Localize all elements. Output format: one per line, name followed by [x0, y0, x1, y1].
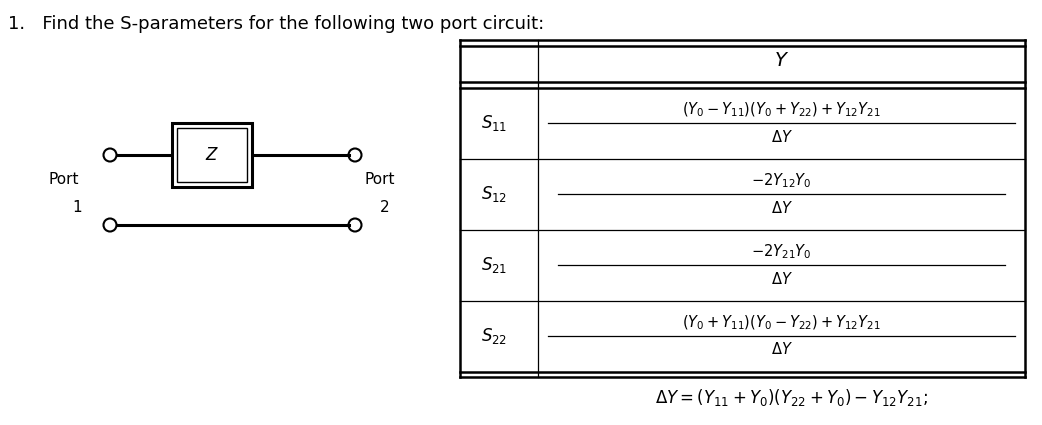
Bar — [172, 123, 252, 187]
Text: $(Y_0 + Y_{11})(Y_0 - Y_{22}) + Y_{12}Y_{21}$: $(Y_0 + Y_{11})(Y_0 - Y_{22}) + Y_{12}Y_… — [683, 313, 880, 332]
Text: $\Delta Y$: $\Delta Y$ — [770, 128, 793, 144]
Text: $-2Y_{12}Y_0$: $-2Y_{12}Y_0$ — [751, 171, 812, 190]
Bar — [177, 128, 247, 182]
Text: Port: Port — [365, 173, 396, 187]
Text: 1: 1 — [72, 201, 81, 215]
Text: $S_{22}$: $S_{22}$ — [481, 326, 507, 346]
Text: $\Delta Y$: $\Delta Y$ — [770, 342, 793, 357]
Text: $(Y_0 - Y_{11})(Y_0 + Y_{22}) + Y_{12}Y_{21}$: $(Y_0 - Y_{11})(Y_0 + Y_{22}) + Y_{12}Y_… — [683, 100, 880, 119]
Text: 2: 2 — [380, 201, 390, 215]
Text: $\Delta Y$: $\Delta Y$ — [770, 199, 793, 215]
Text: $S_{12}$: $S_{12}$ — [481, 184, 507, 204]
Text: $S_{21}$: $S_{21}$ — [480, 255, 507, 275]
Text: $Z$: $Z$ — [205, 146, 219, 164]
Text: $-2Y_{21}Y_0$: $-2Y_{21}Y_0$ — [751, 242, 812, 261]
Text: $S_{11}$: $S_{11}$ — [480, 113, 507, 133]
Text: $Y$: $Y$ — [774, 51, 789, 71]
Text: 1.   Find the S-parameters for the following two port circuit:: 1. Find the S-parameters for the followi… — [8, 15, 544, 33]
Text: $\Delta Y = (Y_{11} + Y_0)(Y_{22} + Y_0) - Y_{12}Y_{21};$: $\Delta Y = (Y_{11} + Y_0)(Y_{22} + Y_0)… — [655, 386, 928, 408]
Text: $\Delta Y$: $\Delta Y$ — [770, 270, 793, 286]
Text: Port: Port — [48, 173, 78, 187]
